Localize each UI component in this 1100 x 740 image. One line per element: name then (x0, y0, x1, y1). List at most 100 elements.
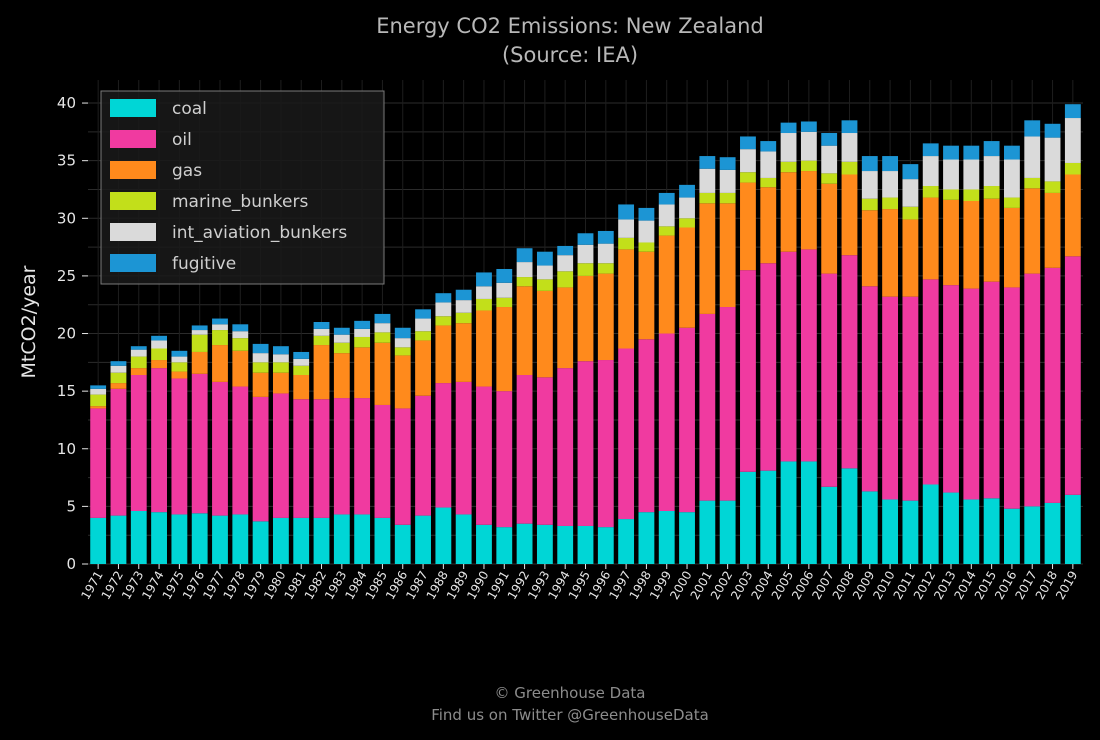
bar-int_aviation_bunkers-1984 (354, 328, 371, 337)
bar-oil-1991 (496, 391, 513, 528)
bar-int_aviation_bunkers-1971 (90, 388, 107, 395)
bar-int_aviation_bunkers-1972 (110, 365, 127, 373)
bar-coal-1975 (171, 514, 188, 564)
bar-gas-2012 (922, 197, 939, 280)
y-tick-label: 10 (57, 440, 76, 458)
bar-coal-1977 (212, 515, 228, 564)
bar-fugitive-1999 (658, 192, 675, 205)
bar-int_aviation_bunkers-1999 (658, 204, 675, 227)
bar-marine_bunkers-1978 (232, 338, 249, 351)
bar-gas-1985 (374, 342, 391, 405)
bar-fugitive-2003 (740, 136, 756, 150)
bar-fugitive-2016 (1004, 145, 1020, 160)
bar-oil-2004 (760, 263, 777, 471)
bar-coal-1972 (110, 515, 127, 564)
bar-int_aviation_bunkers-2011 (902, 179, 919, 207)
bar-fugitive-2017 (1024, 120, 1041, 137)
bar-fugitive-1996 (597, 230, 614, 244)
bar-int_aviation_bunkers-1992 (516, 262, 533, 278)
bar-gas-1975 (171, 371, 188, 379)
bar-oil-2006 (800, 249, 817, 462)
bar-coal-2000 (679, 512, 695, 564)
legend-swatch-fugitive (110, 254, 156, 272)
bar-marine_bunkers-1998 (638, 242, 655, 252)
bar-coal-1983 (333, 514, 350, 564)
bar-gas-1991 (496, 307, 513, 392)
bar-gas-1997 (618, 249, 635, 349)
bar-coal-1979 (252, 521, 269, 564)
y-tick-label: 20 (57, 325, 76, 343)
bar-int_aviation_bunkers-1991 (496, 282, 513, 298)
bar-marine_bunkers-1991 (496, 297, 513, 308)
bar-marine_bunkers-1979 (252, 362, 269, 373)
bar-gas-1977 (212, 345, 228, 382)
bar-coal-1973 (130, 510, 147, 564)
bar-marine_bunkers-1984 (354, 336, 371, 348)
bar-fugitive-1972 (110, 361, 127, 366)
y-tick-label: 30 (57, 209, 76, 227)
bar-coal-2008 (841, 468, 858, 564)
bar-coal-2010 (882, 499, 899, 564)
bar-marine_bunkers-1983 (333, 342, 350, 354)
bar-marine_bunkers-2003 (740, 172, 756, 183)
bar-int_aviation_bunkers-2008 (841, 133, 858, 162)
y-tick-label: 0 (66, 555, 76, 573)
bar-oil-1985 (374, 404, 391, 518)
bar-int_aviation_bunkers-1973 (130, 349, 147, 357)
bar-coal-2016 (1004, 508, 1020, 564)
bar-marine_bunkers-2004 (760, 177, 777, 188)
bar-oil-1992 (516, 375, 533, 524)
bar-marine_bunkers-2002 (719, 192, 736, 204)
bar-coal-1997 (618, 519, 635, 564)
bar-gas-1978 (232, 350, 249, 387)
bar-coal-1978 (232, 514, 249, 564)
bar-coal-2001 (699, 500, 716, 564)
bar-gas-1984 (354, 347, 371, 399)
bar-fugitive-2008 (841, 120, 858, 134)
bar-marine_bunkers-2007 (821, 173, 838, 184)
bar-coal-1988 (435, 507, 452, 564)
bar-marine_bunkers-1997 (618, 237, 635, 250)
bar-oil-1978 (232, 386, 249, 515)
bar-oil-1986 (394, 408, 411, 525)
bar-fugitive-1976 (191, 325, 208, 331)
bar-fugitive-1998 (638, 207, 655, 221)
bar-int_aviation_bunkers-2001 (699, 168, 716, 193)
bar-int_aviation_bunkers-2017 (1024, 136, 1041, 178)
bar-gas-2005 (780, 172, 797, 252)
bar-marine_bunkers-2019 (1064, 162, 1081, 175)
bar-gas-2015 (983, 198, 1000, 282)
bar-gas-1995 (577, 275, 594, 362)
bar-coal-2011 (902, 500, 919, 564)
bar-coal-1990 (476, 524, 492, 564)
bar-marine_bunkers-2018 (1044, 181, 1061, 193)
bar-fugitive-1982 (313, 322, 330, 329)
bar-int_aviation_bunkers-1993 (536, 265, 553, 280)
bar-fugitive-1978 (232, 324, 249, 332)
bar-int_aviation_bunkers-2006 (800, 131, 817, 161)
bar-gas-1971 (90, 406, 107, 409)
bar-marine_bunkers-1993 (536, 279, 553, 291)
bar-fugitive-1993 (536, 251, 553, 266)
bar-int_aviation_bunkers-2012 (922, 156, 939, 187)
bar-oil-1983 (333, 398, 350, 515)
bar-gas-1987 (415, 340, 431, 396)
bar-int_aviation_bunkers-1977 (212, 324, 228, 331)
bar-oil-2016 (1004, 287, 1020, 509)
bar-int_aviation_bunkers-2007 (821, 145, 838, 174)
bar-fugitive-1983 (333, 327, 350, 335)
bar-coal-1976 (191, 513, 208, 564)
bar-fugitive-1985 (374, 313, 391, 324)
bar-int_aviation_bunkers-1997 (618, 219, 635, 238)
bar-marine_bunkers-1973 (130, 356, 147, 369)
bar-gas-2003 (740, 182, 756, 271)
bar-gas-1993 (536, 290, 553, 378)
bar-coal-1985 (374, 517, 391, 564)
legend-label-gas: gas (172, 161, 202, 181)
bar-marine_bunkers-2012 (922, 186, 939, 198)
bar-marine_bunkers-2006 (800, 160, 817, 172)
bar-gas-1983 (333, 353, 350, 399)
bar-fugitive-2004 (760, 141, 777, 152)
bar-gas-1972 (110, 383, 127, 389)
